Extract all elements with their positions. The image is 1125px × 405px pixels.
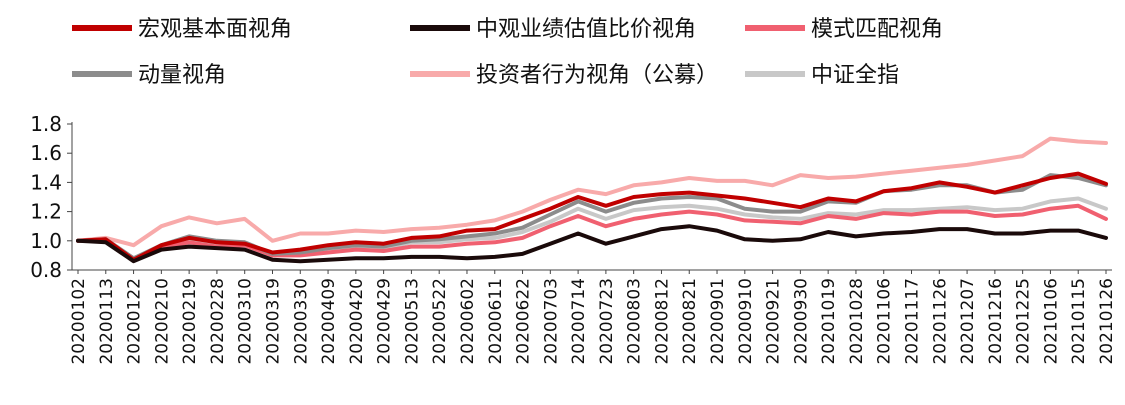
- x-tick-label: 20200102: [69, 278, 89, 365]
- series-lines: [76, 136, 1108, 264]
- x-tick-label: 20200113: [97, 278, 117, 365]
- x-tick-label: 20210126: [1097, 278, 1117, 365]
- axes: 0.8 1.0 1.2 1.4 1.6 1.8 20200102 20200113 202001…: [30, 112, 1117, 365]
- series-line-4: [76, 136, 1108, 248]
- x-tick-label: 20200812: [652, 278, 672, 365]
- x-tick-label: 20200122: [125, 278, 145, 365]
- x-tick-label: 20201117: [903, 278, 923, 365]
- legend-label: 中观业绩估值比价视角: [476, 17, 696, 42]
- y-tick-label: 1.2: [30, 200, 62, 224]
- x-tick-label: 20200319: [263, 278, 283, 365]
- series-line-1: [76, 224, 1108, 264]
- x-tick-label: 20200228: [208, 278, 228, 365]
- legend-item: 宏观基本面视角: [72, 17, 292, 42]
- x-tick-label: 20200210: [152, 278, 172, 365]
- legend-item: 中观业绩估值比价视角: [410, 17, 696, 42]
- x-tick-label: 20200513: [402, 278, 422, 365]
- x-tick-label: 20200910: [736, 278, 756, 365]
- legend-item: 中证全指: [745, 63, 899, 88]
- series-line-0: [76, 171, 1108, 262]
- legend-item: 模式匹配视角: [745, 17, 943, 42]
- x-tick-label: 20201126: [930, 278, 950, 365]
- x-tick-label: 20200310: [236, 278, 256, 365]
- x-tick-label: 20210106: [1041, 278, 1061, 365]
- x-tick-label: 20210115: [1069, 278, 1089, 365]
- x-tick-label: 20201216: [986, 278, 1006, 365]
- legend-label: 动量视角: [138, 63, 226, 88]
- x-tick-label: 20200611: [486, 278, 506, 365]
- y-tick-label: 0.8: [30, 258, 62, 282]
- x-tick-label: 20201225: [1014, 278, 1034, 365]
- x-tick-label: 20200930: [791, 278, 811, 365]
- x-tick-label: 20200723: [597, 278, 617, 365]
- x-tick-label: 20200803: [625, 278, 645, 365]
- y-tick-label: 1.6: [30, 141, 62, 165]
- x-tick-label: 20200330: [291, 278, 311, 365]
- x-tick-label: 20201019: [819, 278, 839, 365]
- x-tick-label: 20200901: [708, 278, 728, 365]
- legend-item: 投资者行为视角（公募）: [410, 63, 718, 88]
- legend-label: 模式匹配视角: [811, 17, 943, 42]
- x-tick-label: 20200622: [514, 278, 534, 365]
- x-tick-label: 20200602: [458, 278, 478, 365]
- x-tick-label: 20200703: [541, 278, 561, 365]
- y-tick-label: 1.4: [30, 170, 62, 194]
- x-tick-label: 20200409: [319, 278, 339, 365]
- x-tick-label: 20201207: [958, 278, 978, 365]
- x-tick-label: 20200219: [180, 278, 200, 365]
- x-tick-label: 20200420: [347, 278, 367, 365]
- legend-label: 投资者行为视角（公募）: [476, 63, 718, 88]
- x-tick-label: 20200921: [764, 278, 784, 365]
- legend-label: 宏观基本面视角: [138, 17, 292, 42]
- x-tick-label: 20201028: [847, 278, 867, 365]
- x-tick-label: 20200821: [680, 278, 700, 365]
- x-tick-label: 20200522: [430, 278, 450, 365]
- y-tick-label: 1.8: [30, 112, 62, 136]
- x-tick-label: 20200714: [569, 278, 589, 365]
- x-tick-label: 20200429: [375, 278, 395, 365]
- x-tick-label: 20201106: [875, 278, 895, 365]
- legend-item: 动量视角: [72, 63, 226, 88]
- legend-label: 中证全指: [811, 63, 899, 88]
- y-tick-label: 1.0: [30, 229, 62, 253]
